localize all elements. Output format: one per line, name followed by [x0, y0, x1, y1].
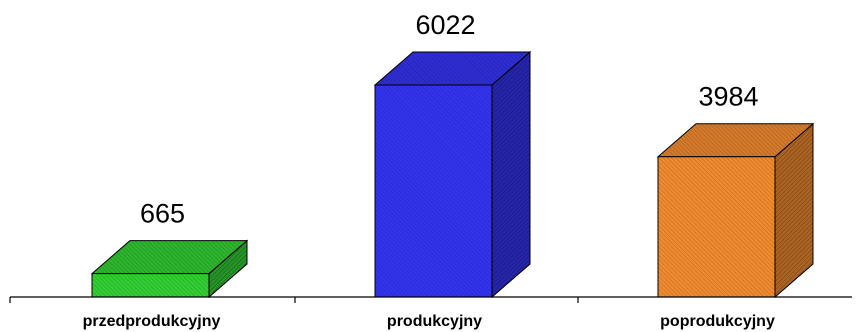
bar-front-hatch	[658, 156, 775, 297]
bar-top-hatch	[375, 52, 530, 85]
bars-layer	[90, 50, 815, 299]
data-label: 6022	[415, 10, 475, 40]
bar-front-hatch	[92, 273, 209, 297]
labels-layer: 665 przedprodukcyjny 6022 produkcyjny 3984 po…	[83, 10, 775, 330]
data-label: 3984	[698, 82, 758, 112]
bar-side-hatch	[209, 240, 247, 297]
bar-top-hatch	[658, 123, 813, 157]
x-axis-ticks	[9, 297, 579, 303]
x-tick-label: produkcyjny	[387, 313, 482, 330]
bar-front-hatch	[375, 85, 492, 297]
bar-poprodukcyjny	[656, 122, 815, 299]
bar-side-hatch	[492, 52, 530, 297]
bar-side-hatch	[775, 123, 813, 297]
x-tick-label: poprodukcyjny	[660, 313, 775, 330]
x-tick-label: przedprodukcyjny	[83, 313, 221, 330]
bar-top-hatch	[92, 240, 247, 274]
data-label: 665	[140, 199, 185, 229]
bar-produkcyjny	[373, 50, 532, 299]
bar-przedprodukcyjny	[90, 239, 249, 299]
